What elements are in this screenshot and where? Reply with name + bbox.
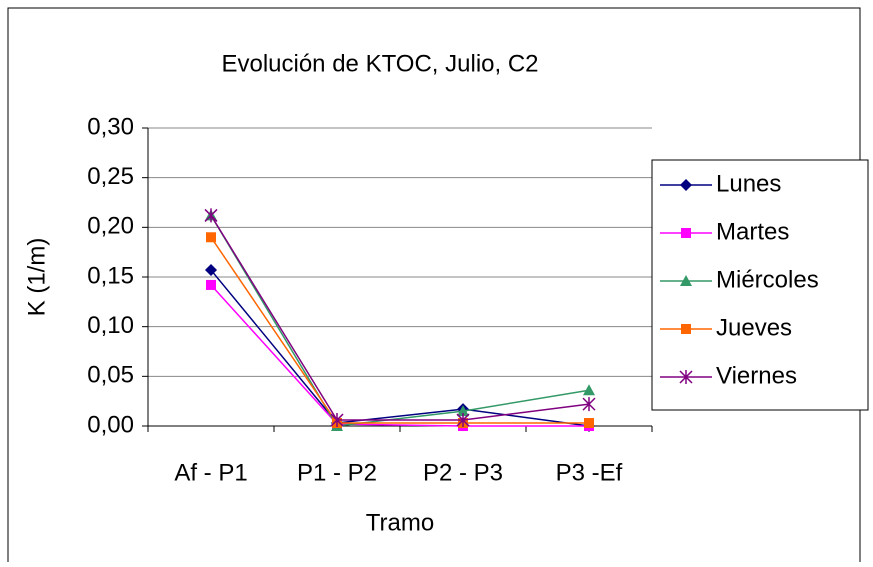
series-line — [210, 236, 589, 424]
y-tick-label: 0,25 — [87, 163, 134, 190]
legend-label: Martes — [716, 218, 789, 245]
marker — [204, 208, 218, 223]
legend-label: Miércoles — [716, 266, 819, 293]
marker — [681, 324, 691, 334]
series-line — [210, 215, 590, 421]
x-tick-label: Af - P1 — [174, 459, 247, 486]
x-axis-label: Tramo — [366, 509, 434, 536]
marker — [679, 370, 693, 384]
marker — [680, 275, 692, 286]
y-tick-label: 0,15 — [87, 262, 134, 289]
marker — [582, 397, 596, 412]
y-tick-label: 0,10 — [87, 312, 134, 339]
marker — [206, 279, 216, 290]
marker — [681, 228, 691, 238]
marker — [680, 179, 692, 191]
series-line — [210, 284, 589, 427]
y-axis-label: K (1/m) — [23, 238, 50, 317]
legend-label: Lunes — [716, 170, 781, 197]
y-tick-label: 0,00 — [87, 411, 134, 438]
marker — [457, 405, 469, 417]
series-line — [210, 215, 590, 427]
x-tick-label: P1 - P2 — [297, 459, 377, 486]
series-line — [210, 269, 590, 427]
marker — [584, 418, 594, 429]
y-tick-label: 0,20 — [87, 213, 134, 240]
x-tick-label: P3 -Ef — [556, 459, 623, 486]
legend-label: Viernes — [716, 362, 797, 389]
legend-label: Jueves — [716, 314, 792, 341]
marker — [205, 264, 217, 277]
marker — [330, 413, 344, 428]
marker — [456, 413, 470, 428]
y-tick-label: 0,05 — [87, 362, 134, 389]
x-tick-label: P2 - P3 — [423, 459, 503, 486]
marker — [206, 232, 216, 243]
y-tick-label: 0,30 — [87, 113, 134, 140]
chart-title: Evolución de KTOC, Julio, C2 — [221, 50, 538, 77]
marker — [583, 384, 595, 396]
